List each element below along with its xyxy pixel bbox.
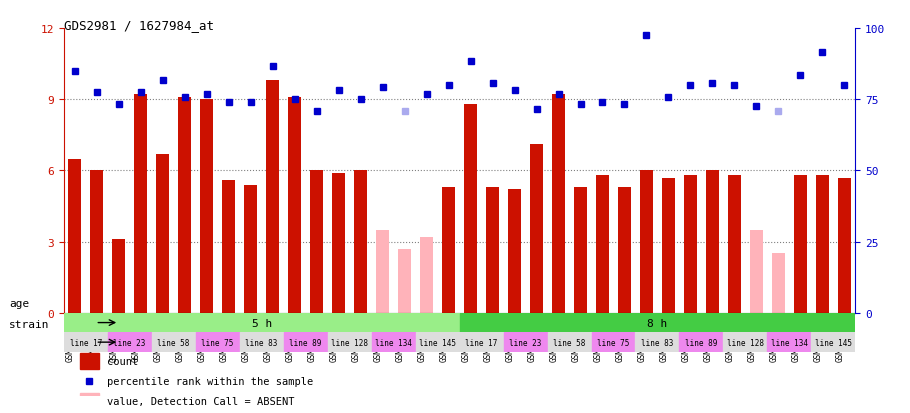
Bar xyxy=(134,95,147,313)
Bar xyxy=(551,95,565,313)
Bar xyxy=(772,254,785,313)
Text: value, Detection Call = ABSENT: value, Detection Call = ABSENT xyxy=(107,396,295,406)
Bar xyxy=(64,332,107,352)
Bar xyxy=(640,171,653,313)
Bar xyxy=(90,171,103,313)
Bar xyxy=(750,230,763,313)
Text: line 75: line 75 xyxy=(201,338,234,347)
Text: line 145: line 145 xyxy=(420,338,456,347)
Bar xyxy=(244,185,258,313)
Bar xyxy=(680,332,723,352)
Bar xyxy=(310,171,323,313)
Bar xyxy=(420,237,433,313)
Bar xyxy=(152,332,196,352)
Bar xyxy=(284,332,328,352)
Bar xyxy=(157,154,169,313)
Bar xyxy=(328,332,371,352)
Bar xyxy=(196,332,239,352)
Text: line 145: line 145 xyxy=(815,338,852,347)
Text: line 89: line 89 xyxy=(685,338,718,347)
Bar xyxy=(838,178,851,313)
Bar xyxy=(68,159,81,313)
Bar xyxy=(416,332,460,352)
Bar xyxy=(662,178,675,313)
Text: line 83: line 83 xyxy=(642,338,673,347)
Bar xyxy=(508,190,521,313)
Bar xyxy=(200,100,213,313)
Bar xyxy=(548,332,592,352)
Bar xyxy=(107,332,152,352)
Bar xyxy=(376,230,389,313)
Bar xyxy=(635,332,680,352)
Bar xyxy=(354,171,367,313)
Bar xyxy=(79,354,99,369)
Text: line 75: line 75 xyxy=(597,338,630,347)
Text: 8 h: 8 h xyxy=(647,318,668,328)
Bar xyxy=(530,145,543,313)
Bar xyxy=(332,173,345,313)
Bar xyxy=(460,313,855,332)
Text: strain: strain xyxy=(9,319,50,329)
Bar xyxy=(723,332,767,352)
Text: line 58: line 58 xyxy=(157,338,190,347)
Bar xyxy=(618,188,631,313)
Bar xyxy=(288,97,301,313)
Bar xyxy=(815,176,829,313)
Bar xyxy=(371,332,416,352)
Bar xyxy=(592,332,635,352)
Text: line 134: line 134 xyxy=(375,338,412,347)
Bar xyxy=(464,104,477,313)
Bar xyxy=(79,393,99,409)
Text: line 128: line 128 xyxy=(727,338,763,347)
Text: age: age xyxy=(9,299,29,309)
Text: line 23: line 23 xyxy=(510,338,541,347)
Bar xyxy=(398,249,411,313)
Bar xyxy=(112,240,126,313)
Text: line 58: line 58 xyxy=(553,338,586,347)
Text: line 128: line 128 xyxy=(331,338,368,347)
Bar xyxy=(266,81,279,313)
Bar xyxy=(442,188,455,313)
Bar xyxy=(812,332,855,352)
Bar xyxy=(683,176,697,313)
Bar xyxy=(222,180,235,313)
Text: percentile rank within the sample: percentile rank within the sample xyxy=(107,376,313,386)
Bar xyxy=(460,332,503,352)
Bar xyxy=(767,332,812,352)
Text: count: count xyxy=(107,356,138,366)
Bar xyxy=(503,332,548,352)
Text: line 83: line 83 xyxy=(246,338,278,347)
Bar xyxy=(794,176,807,313)
Bar xyxy=(486,188,499,313)
Text: line 23: line 23 xyxy=(114,338,146,347)
Bar xyxy=(706,171,719,313)
Text: GDS2981 / 1627984_at: GDS2981 / 1627984_at xyxy=(64,19,214,31)
Text: line 134: line 134 xyxy=(771,338,808,347)
Text: line 17: line 17 xyxy=(465,338,498,347)
Bar xyxy=(239,332,284,352)
Bar xyxy=(64,313,460,332)
Text: line 89: line 89 xyxy=(289,338,322,347)
Text: line 17: line 17 xyxy=(69,338,102,347)
Bar xyxy=(728,176,741,313)
Bar xyxy=(574,188,587,313)
Bar xyxy=(178,97,191,313)
Bar xyxy=(596,176,609,313)
Text: 5 h: 5 h xyxy=(251,318,272,328)
